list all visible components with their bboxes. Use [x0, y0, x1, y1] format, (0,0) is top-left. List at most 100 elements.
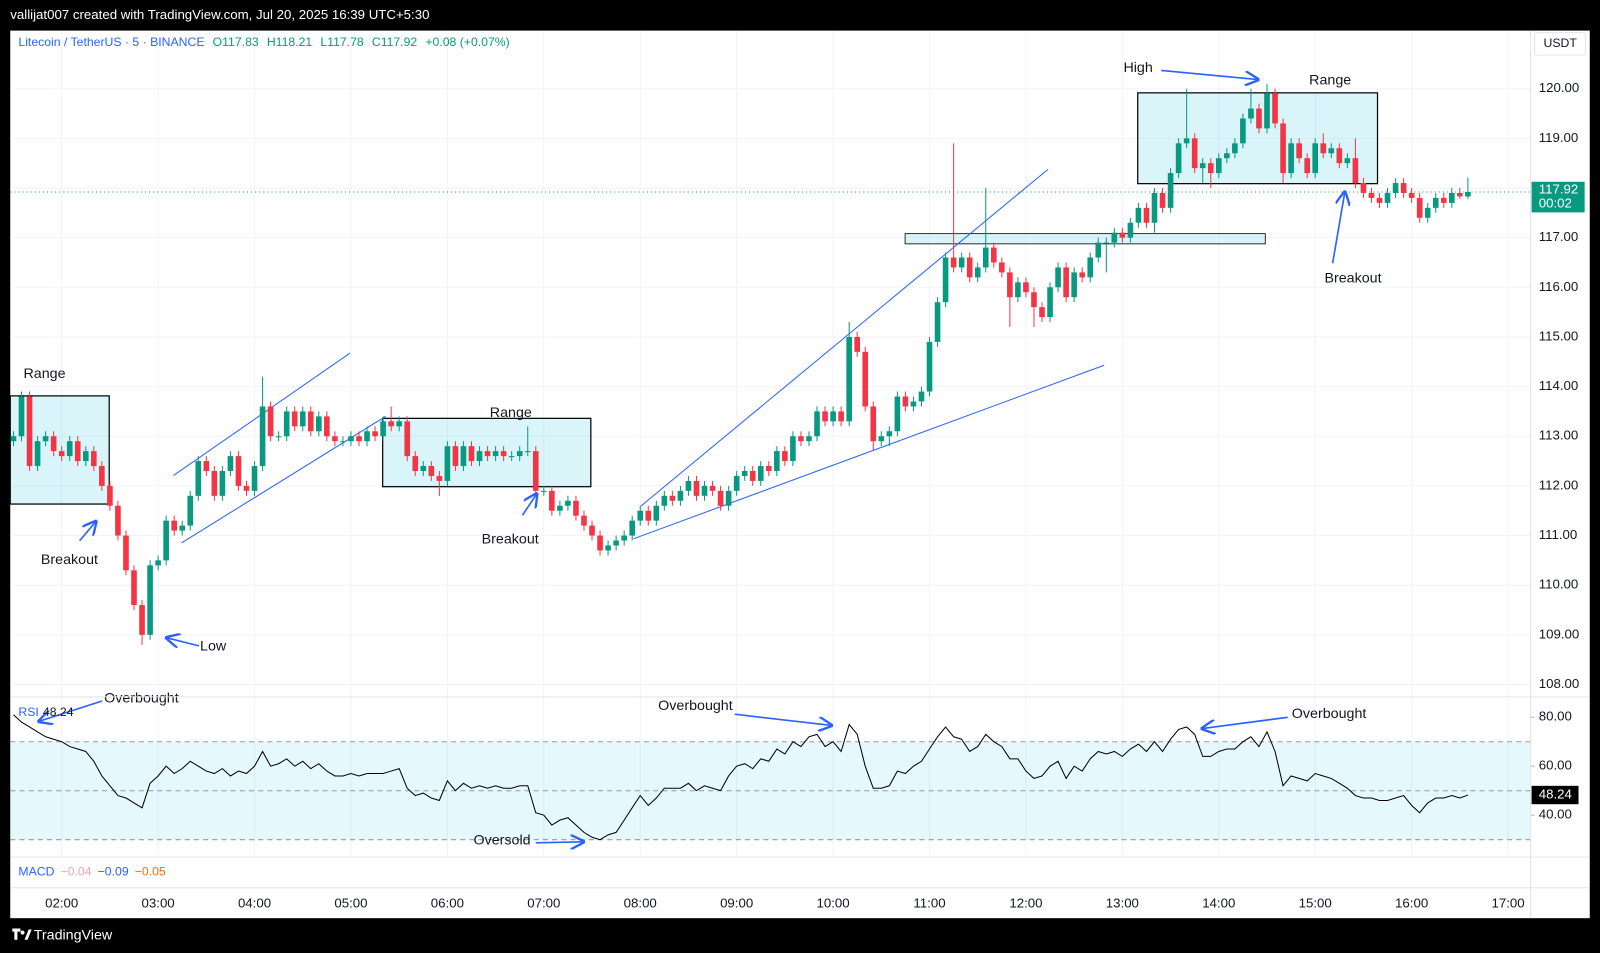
y-tick-label: 111.00: [1539, 527, 1578, 542]
candle-body: [452, 446, 459, 467]
annotation: Breakout: [41, 552, 98, 568]
candle-body: [685, 480, 692, 491]
candle-body: [1320, 143, 1327, 154]
annotation: Range: [24, 366, 66, 382]
candle-body: [34, 441, 41, 467]
candle-body: [565, 500, 571, 506]
header-item: +0.08 (+0.07%): [425, 35, 509, 49]
candle-body: [388, 421, 394, 427]
candle-body: [733, 475, 740, 491]
x-tick-label: 07:00: [527, 896, 560, 911]
arrow: [734, 713, 832, 725]
x-tick-label: 14:00: [1202, 896, 1235, 911]
candle-body: [782, 451, 788, 462]
candle-body: [637, 510, 644, 521]
candle-body: [549, 490, 555, 511]
arrows: [39, 69, 1345, 842]
macd-value: −0.05: [135, 865, 166, 879]
candle-body: [838, 411, 844, 422]
candle-body: [1119, 232, 1126, 238]
candle-body: [958, 257, 965, 268]
candle-body: [107, 485, 113, 506]
x-tick-label: 16:00: [1395, 896, 1428, 911]
candle-body: [299, 411, 306, 427]
candle-body: [854, 336, 861, 352]
candle-body: [894, 396, 901, 432]
candle-body: [380, 421, 386, 437]
candle-body: [741, 470, 748, 476]
candle-body: [1207, 163, 1214, 174]
candle-body: [1167, 173, 1174, 208]
candle-body: [774, 451, 780, 471]
x-tick-label: 10:00: [817, 896, 850, 911]
candle-body: [283, 411, 290, 437]
candle-body: [790, 436, 796, 462]
annotation: Oversold: [473, 833, 530, 849]
candle-body: [1175, 143, 1182, 174]
candle-body: [693, 480, 700, 496]
countdown-label: 00:02: [1539, 196, 1572, 211]
candle-body: [621, 535, 627, 541]
rsi-last-label: 48.24: [1539, 787, 1572, 802]
y-tick-label: 116.00: [1539, 279, 1579, 294]
y-tick-label: 112.00: [1539, 477, 1579, 492]
x-tick-label: 02:00: [45, 896, 78, 911]
candle-body: [573, 500, 579, 516]
candle-body: [1384, 192, 1391, 203]
candle-body: [749, 470, 756, 481]
candle-body: [1376, 197, 1383, 203]
rsi-last-badge: [1531, 785, 1579, 805]
range-box: [1137, 92, 1379, 185]
candle-body: [171, 520, 177, 531]
candle-body: [653, 505, 660, 521]
candle-body: [348, 436, 354, 442]
candle-body: [1095, 242, 1102, 258]
candle-body: [532, 451, 539, 491]
chart-area: [10, 30, 1590, 919]
currency: USDT: [1543, 36, 1577, 50]
candle-body: [307, 411, 314, 432]
candle-body: [1248, 108, 1254, 119]
candle-body: [974, 267, 981, 278]
candle-body: [1079, 272, 1085, 278]
arrow: [166, 638, 200, 646]
x-tick-label: 03:00: [142, 896, 175, 911]
candle-body: [1352, 158, 1359, 184]
candle-body: [886, 431, 893, 437]
currency-badge[interactable]: [1534, 32, 1587, 56]
annotation: High: [1123, 60, 1152, 76]
level-box: [904, 233, 1266, 245]
candle-body: [725, 490, 732, 506]
candle-body: [1199, 163, 1206, 169]
candle-body: [131, 570, 137, 606]
candle-body: [1103, 242, 1110, 244]
candle-body: [1055, 267, 1061, 288]
credit: vallijat007 created with TradingView.com…: [10, 7, 429, 22]
candle-body: [259, 406, 266, 467]
last-price-label: 117.92: [1539, 181, 1579, 196]
candle-body: [677, 490, 684, 501]
candle-body: [10, 436, 17, 442]
y-tick-label: 114.00: [1539, 378, 1579, 393]
candle-body: [878, 436, 885, 442]
candle-body: [82, 451, 89, 462]
y-tick-label: 110.00: [1539, 577, 1579, 592]
candle-body: [508, 456, 515, 458]
rsi-name: RSI: [18, 705, 38, 719]
candle-body: [484, 451, 491, 457]
candle-body: [1288, 143, 1294, 174]
x-tick-label: 13:00: [1106, 896, 1139, 911]
candle-body: [420, 466, 427, 471]
candle-body: [1368, 192, 1375, 198]
candle-body: [340, 441, 346, 443]
candle-body: [243, 485, 250, 491]
x-tick-label: 11:00: [913, 896, 945, 911]
candle-body: [798, 436, 804, 442]
candle-body: [870, 406, 877, 442]
candle-body: [1432, 197, 1439, 208]
y-tick-label: 120.00: [1539, 80, 1580, 95]
candle-body: [460, 446, 467, 467]
candle-body: [846, 336, 852, 422]
candle-body: [404, 421, 411, 457]
candle-body: [1135, 207, 1142, 223]
